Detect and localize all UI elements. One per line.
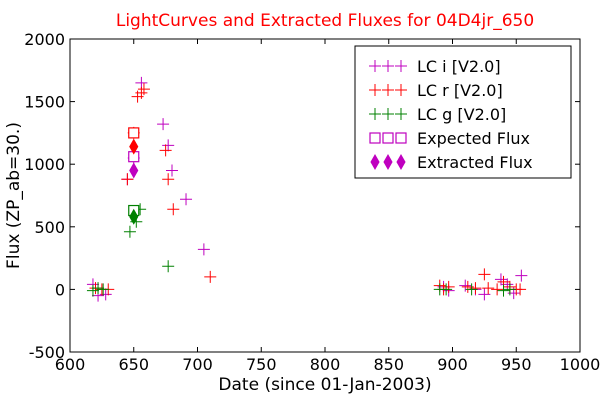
y-axis-label: Flux (ZP_ab=30.): [4, 122, 24, 269]
x-tick-label: 1000: [560, 355, 600, 374]
plus-data-point: [497, 284, 510, 297]
plus-data-point: [123, 225, 136, 238]
plus-data-point: [478, 268, 491, 281]
plus-data-point: [440, 283, 453, 296]
plus-data-point: [482, 282, 495, 295]
legend-square-symbol: [382, 132, 394, 144]
legend: LC i [V2.0] LC r [V2.0] LC g [V2.0] Expecte…: [354, 45, 572, 179]
legend-plus-symbol: [369, 60, 381, 72]
plus-data-point: [137, 83, 150, 96]
plus-data-point: [204, 270, 217, 283]
plus-data-point: [514, 283, 527, 296]
plus-data-point: [97, 283, 110, 296]
plus-data-point: [459, 279, 472, 292]
legend-plus-symbol: [382, 108, 394, 120]
legend-label: LC g [V2.0]: [417, 105, 506, 124]
plus-data-point: [167, 203, 180, 216]
plus-data-point: [159, 144, 172, 157]
plus-data-point: [135, 76, 148, 89]
legend-diamond-symbol: [396, 153, 406, 171]
legend-label: Extracted Flux: [417, 153, 533, 172]
legend-plus-symbol: [382, 84, 394, 96]
x-tick-label: 650: [118, 355, 149, 374]
legend-plus-symbol: [395, 60, 407, 72]
x-axis-ticks: 600 650 700 750 800 850 900 950 1000: [55, 39, 600, 374]
plus-data-point: [86, 284, 99, 297]
plus-data-point: [478, 288, 491, 301]
plus-data-point: [162, 139, 175, 152]
plus-data-point: [494, 273, 507, 286]
plus-data-point: [157, 118, 170, 131]
plus-data-point: [465, 283, 478, 296]
y-tick-label: 500: [34, 218, 65, 237]
x-tick-label: 850: [373, 355, 404, 374]
plus-data-point: [503, 283, 516, 296]
y-tick-label: 1000: [24, 155, 65, 174]
legend-plus-symbol: [395, 84, 407, 96]
plus-data-point: [442, 280, 455, 293]
legend-plus-symbol: [395, 108, 407, 120]
plus-data-point: [162, 260, 175, 273]
legend-label: Expected Flux: [417, 129, 530, 148]
plus-data-point: [491, 283, 504, 296]
plus-data-point: [180, 193, 193, 206]
legend-diamond-symbol: [370, 153, 380, 171]
legend-plus-symbol: [369, 108, 381, 120]
legend-plus-symbol: [382, 60, 394, 72]
y-axis-ticks: -500 0 500 1000 1500 2000: [24, 30, 580, 362]
y-tick-label: 0: [55, 280, 65, 299]
x-tick-label: 700: [182, 355, 213, 374]
legend-plus-symbol: [369, 84, 381, 96]
plus-data-point: [92, 282, 105, 295]
x-axis-label: Date (since 01-Jan-2003): [218, 375, 431, 395]
x-tick-label: 900: [437, 355, 468, 374]
y-tick-label: 2000: [24, 30, 65, 49]
plus-data-point: [515, 269, 528, 282]
plus-data-point: [121, 173, 134, 186]
x-tick-label: 600: [55, 355, 86, 374]
square-data-point: [128, 127, 140, 139]
y-tick-label: -500: [29, 343, 65, 362]
legend-square-symbol: [369, 132, 381, 144]
legend-box: [354, 45, 572, 179]
data-points: [86, 76, 528, 302]
y-tick-label: 1500: [24, 93, 65, 112]
x-tick-label: 800: [310, 355, 341, 374]
legend-diamond-symbol: [383, 153, 393, 171]
plus-data-point: [197, 243, 210, 256]
diamond-data-point: [129, 138, 139, 155]
diamond-data-point: [129, 162, 139, 179]
x-tick-label: 950: [501, 355, 532, 374]
x-tick-label: 750: [246, 355, 277, 374]
plus-data-point: [162, 173, 175, 186]
legend-label: LC i [V2.0]: [417, 57, 501, 76]
plus-data-point: [166, 164, 178, 177]
chart-title: LightCurves and Extracted Fluxes for 04D…: [116, 11, 534, 31]
legend-label: LC r [V2.0]: [417, 81, 503, 100]
legend-square-symbol: [395, 132, 407, 144]
diamond-data-point: [129, 208, 139, 225]
